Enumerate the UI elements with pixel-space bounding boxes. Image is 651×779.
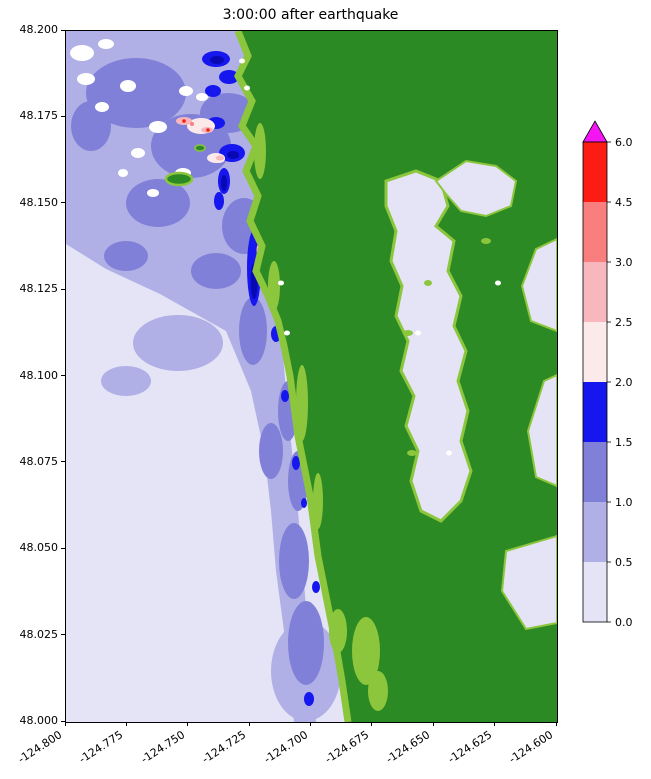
colorbar-tick-label: 2.0 (615, 376, 633, 389)
map-canvas (66, 31, 557, 722)
x-tick-mark (371, 722, 373, 726)
x-tick-mark (432, 722, 434, 726)
colorbar-tick-label: 4.5 (615, 196, 633, 209)
colorbar-segment (583, 502, 607, 562)
y-tick-mark (61, 288, 65, 290)
x-tick-mark (555, 722, 557, 726)
coastline-fringe (234, 31, 352, 722)
y-tick-label: 48.025 (19, 627, 59, 641)
x-tick-mark (494, 722, 496, 726)
colorbar-extend-triangle (582, 120, 608, 143)
colorbar-tick-label: 3.0 (615, 256, 633, 269)
colorbar-segment (583, 202, 607, 262)
x-tick-label: -124.725 (199, 728, 249, 766)
colorbar-segment (583, 382, 607, 442)
colorbar-tick-label: 2.5 (615, 316, 633, 329)
colorbar-segment (583, 562, 607, 622)
x-tick-label: -124.800 (15, 728, 65, 766)
y-tick-mark (61, 115, 65, 117)
y-tick-mark (61, 547, 65, 549)
colorbar-segment (583, 142, 607, 202)
inland-lowlands (384, 159, 557, 631)
y-tick-mark (61, 29, 65, 31)
colorbar-tick-label: 0.5 (615, 556, 633, 569)
x-tick-mark (64, 722, 66, 726)
y-tick-label: 48.125 (19, 282, 59, 296)
y-tick-label: 48.075 (19, 454, 59, 468)
x-tick-mark (187, 722, 189, 726)
x-tick-label: -124.600 (506, 728, 556, 766)
x-tick-mark (248, 722, 250, 726)
x-tick-label: -124.700 (261, 728, 310, 766)
land-white-specks (239, 58, 501, 456)
y-tick-label: 48.100 (19, 368, 59, 382)
y-tick-label: 48.175 (19, 109, 59, 123)
x-tick-label: -124.675 (322, 728, 372, 766)
colorbar: 0.0 0.5 1.0 1.5 2.0 2.5 3.0 4.5 6.0 (582, 120, 633, 629)
colorbar-tick-label: 1.0 (615, 496, 633, 509)
x-tick-label: -124.750 (138, 728, 188, 766)
x-tick-label: -124.625 (445, 728, 494, 766)
inland-fringe-specks (254, 123, 491, 711)
x-tick-mark (125, 722, 127, 726)
y-tick-mark (61, 634, 65, 636)
y-tick-mark (61, 461, 65, 463)
y-tick-label: 48.000 (19, 714, 59, 727)
colorbar-segment (583, 322, 607, 382)
nearshore-islets (164, 144, 206, 187)
x-tick-label: -124.775 (77, 728, 126, 766)
colorbar-segment (583, 262, 607, 322)
colorbar-tick-label: 1.5 (615, 436, 633, 449)
colorbar-segment (583, 442, 607, 502)
colorbar-tick-label: 6.0 (615, 136, 633, 149)
plot-area (65, 30, 558, 723)
x-tick-mark (310, 722, 311, 726)
y-tick-label: 48.050 (19, 541, 59, 555)
y-tick-mark (61, 720, 65, 722)
plot-title: 3:00:00 after earthquake (222, 7, 399, 23)
colorbar-tick-label: 0.0 (615, 616, 633, 629)
y-tick-mark (61, 375, 65, 376)
x-tick-label: -124.650 (383, 728, 433, 766)
y-tick-label: 48.200 (19, 23, 59, 36)
y-tick-mark (61, 202, 65, 204)
y-tick-label: 48.150 (19, 195, 59, 209)
